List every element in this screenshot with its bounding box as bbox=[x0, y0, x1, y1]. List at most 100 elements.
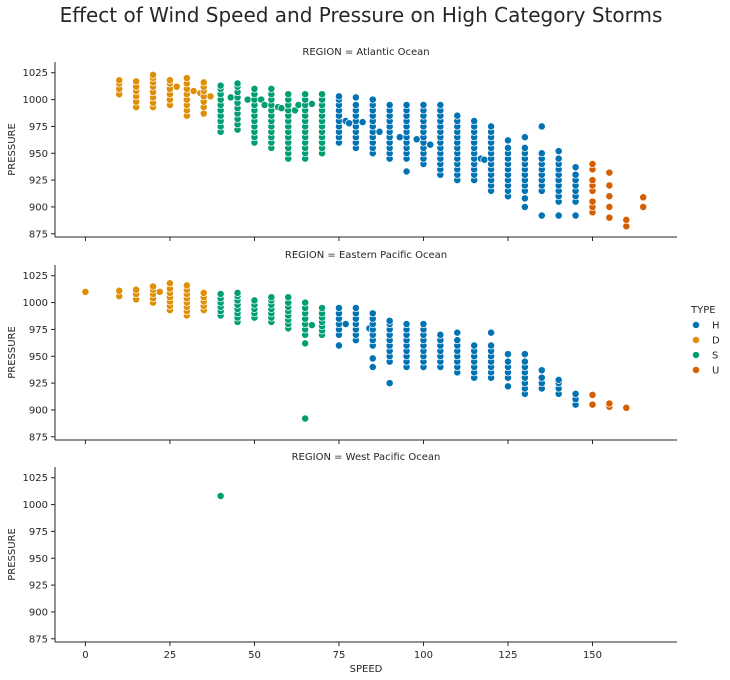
y-axis-title: PRESSURE bbox=[7, 123, 18, 176]
x-tick-label: 0 bbox=[82, 650, 88, 661]
legend-label: S bbox=[712, 351, 718, 362]
data-point-d bbox=[81, 287, 90, 296]
data-point-h bbox=[537, 366, 546, 375]
data-point-s bbox=[318, 90, 327, 99]
data-point-h bbox=[351, 93, 360, 102]
data-point-h bbox=[358, 118, 367, 127]
data-point-h bbox=[453, 328, 462, 337]
facet-panel: REGION = Eastern Pacific Ocean 875 900 925 9… bbox=[7, 250, 677, 444]
x-axis-title: SPEED bbox=[350, 664, 383, 675]
data-point-h bbox=[504, 357, 512, 366]
data-point-h bbox=[385, 316, 394, 325]
data-point-s bbox=[226, 93, 235, 102]
data-point-h bbox=[412, 135, 421, 144]
y-tick-label: 875 bbox=[29, 229, 48, 240]
data-point-h bbox=[537, 122, 546, 131]
data-point-h bbox=[504, 136, 512, 145]
y-tick-label: 900 bbox=[29, 202, 48, 213]
y-tick-label: 975 bbox=[29, 122, 48, 133]
data-point-u bbox=[588, 197, 597, 206]
data-point-u bbox=[605, 213, 614, 222]
data-point-h bbox=[419, 100, 428, 109]
data-point-s bbox=[267, 84, 276, 93]
data-point-h bbox=[520, 357, 529, 366]
data-point-u bbox=[639, 193, 648, 202]
data-point-s bbox=[243, 95, 252, 104]
facet-panel: REGION = Atlantic Ocean 875 900 925 950 975 10… bbox=[7, 47, 677, 241]
data-point-h bbox=[504, 350, 512, 359]
y-tick-label: 1000 bbox=[23, 500, 48, 511]
data-point-h bbox=[571, 211, 580, 220]
data-point-u bbox=[588, 400, 597, 409]
data-point-s bbox=[216, 290, 225, 298]
data-point-h bbox=[554, 211, 563, 220]
data-point-h bbox=[351, 100, 360, 109]
data-point-s bbox=[294, 100, 303, 109]
data-point-s bbox=[250, 296, 259, 305]
data-point-h bbox=[571, 389, 580, 398]
facet-title: REGION = Atlantic Ocean bbox=[302, 47, 429, 58]
data-point-h bbox=[385, 379, 394, 388]
data-point-u bbox=[622, 403, 631, 412]
data-point-h bbox=[395, 133, 404, 142]
data-point-s bbox=[284, 90, 293, 99]
data-point-d bbox=[182, 74, 191, 83]
y-tick-label: 925 bbox=[29, 581, 48, 592]
data-point-u bbox=[605, 399, 614, 408]
data-point-s bbox=[233, 288, 242, 297]
legend-title: TYPE bbox=[690, 305, 716, 316]
x-tick-label: 100 bbox=[414, 650, 433, 661]
y-tick-label: 950 bbox=[29, 554, 48, 565]
data-point-h bbox=[537, 211, 546, 220]
y-tick-label: 875 bbox=[29, 432, 48, 443]
data-point-h bbox=[554, 154, 563, 163]
data-point-s bbox=[301, 90, 310, 99]
data-point-d bbox=[189, 87, 198, 95]
data-point-d bbox=[182, 281, 191, 290]
x-tick-label: 50 bbox=[248, 650, 261, 661]
data-point-s bbox=[318, 303, 327, 312]
legend-label: H bbox=[712, 321, 720, 332]
data-point-h bbox=[504, 143, 512, 152]
data-point-h bbox=[351, 303, 360, 312]
data-point-u bbox=[605, 202, 614, 211]
data-point-h bbox=[571, 163, 580, 172]
data-point-h bbox=[419, 320, 428, 328]
facet-title: REGION = West Pacific Ocean bbox=[292, 452, 441, 463]
y-tick-label: 1025 bbox=[23, 271, 48, 282]
data-point-h bbox=[480, 155, 489, 164]
data-point-h bbox=[520, 350, 529, 359]
data-point-u bbox=[588, 176, 597, 185]
data-point-s bbox=[250, 84, 259, 93]
data-point-h bbox=[487, 122, 496, 131]
legend-label: D bbox=[712, 336, 720, 347]
data-point-h bbox=[453, 336, 462, 345]
data-point-s bbox=[284, 293, 293, 302]
data-point-h bbox=[554, 147, 563, 156]
y-tick-label: 1025 bbox=[23, 473, 48, 484]
data-point-u bbox=[605, 168, 614, 177]
data-point-h bbox=[554, 375, 563, 384]
data-point-s bbox=[267, 293, 276, 302]
y-tick-label: 900 bbox=[29, 607, 48, 618]
y-axis-title: PRESSURE bbox=[7, 528, 18, 581]
data-point-u bbox=[605, 181, 614, 190]
x-tick-label: 150 bbox=[583, 650, 602, 661]
x-tick-label: 25 bbox=[164, 650, 177, 661]
data-point-h bbox=[470, 117, 479, 125]
data-point-d bbox=[199, 78, 208, 87]
data-point-d bbox=[206, 92, 215, 101]
data-point-h bbox=[341, 320, 350, 328]
data-point-d bbox=[115, 286, 124, 295]
data-point-d bbox=[132, 77, 141, 86]
data-point-h bbox=[385, 100, 394, 109]
y-tick-label: 925 bbox=[29, 176, 48, 187]
data-point-h bbox=[487, 328, 496, 337]
y-tick-label: 975 bbox=[29, 527, 48, 538]
data-point-d bbox=[155, 287, 164, 296]
data-point-s bbox=[301, 339, 310, 348]
facet-panel: REGION = West Pacific Ocean 875 900 925 950 9… bbox=[7, 452, 677, 661]
